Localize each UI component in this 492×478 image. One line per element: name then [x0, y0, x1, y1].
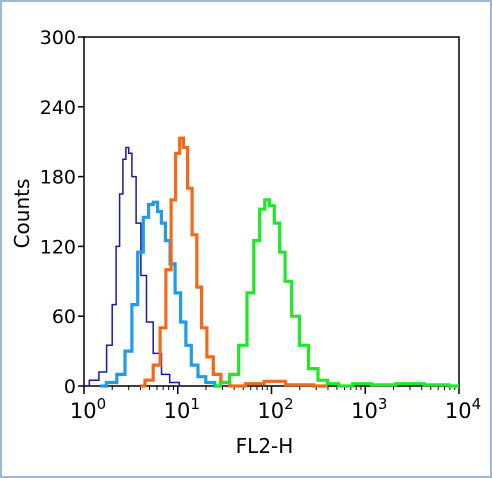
y-tick-label: 240 — [40, 97, 76, 119]
x-axis-label: FL2-H — [236, 434, 294, 458]
x-tick-label: 101 — [164, 395, 200, 423]
plot-area — [83, 36, 460, 387]
histogram-series-3 — [140, 136, 328, 388]
histogram-series-2 — [100, 200, 220, 388]
y-tick-label: 300 — [40, 27, 76, 49]
x-tick-label: 104 — [445, 395, 481, 423]
x-tick-label: 103 — [351, 395, 387, 423]
histogram-series-4 — [215, 198, 459, 388]
y-tick-label: 0 — [64, 376, 76, 398]
y-tick-label: 180 — [40, 167, 76, 189]
y-tick-label: 60 — [52, 306, 76, 328]
y-tick-label: 120 — [40, 236, 76, 258]
y-axis-label: Counts — [10, 179, 34, 249]
x-tick-label: 102 — [257, 395, 293, 423]
x-tick-label: 100 — [70, 395, 106, 423]
